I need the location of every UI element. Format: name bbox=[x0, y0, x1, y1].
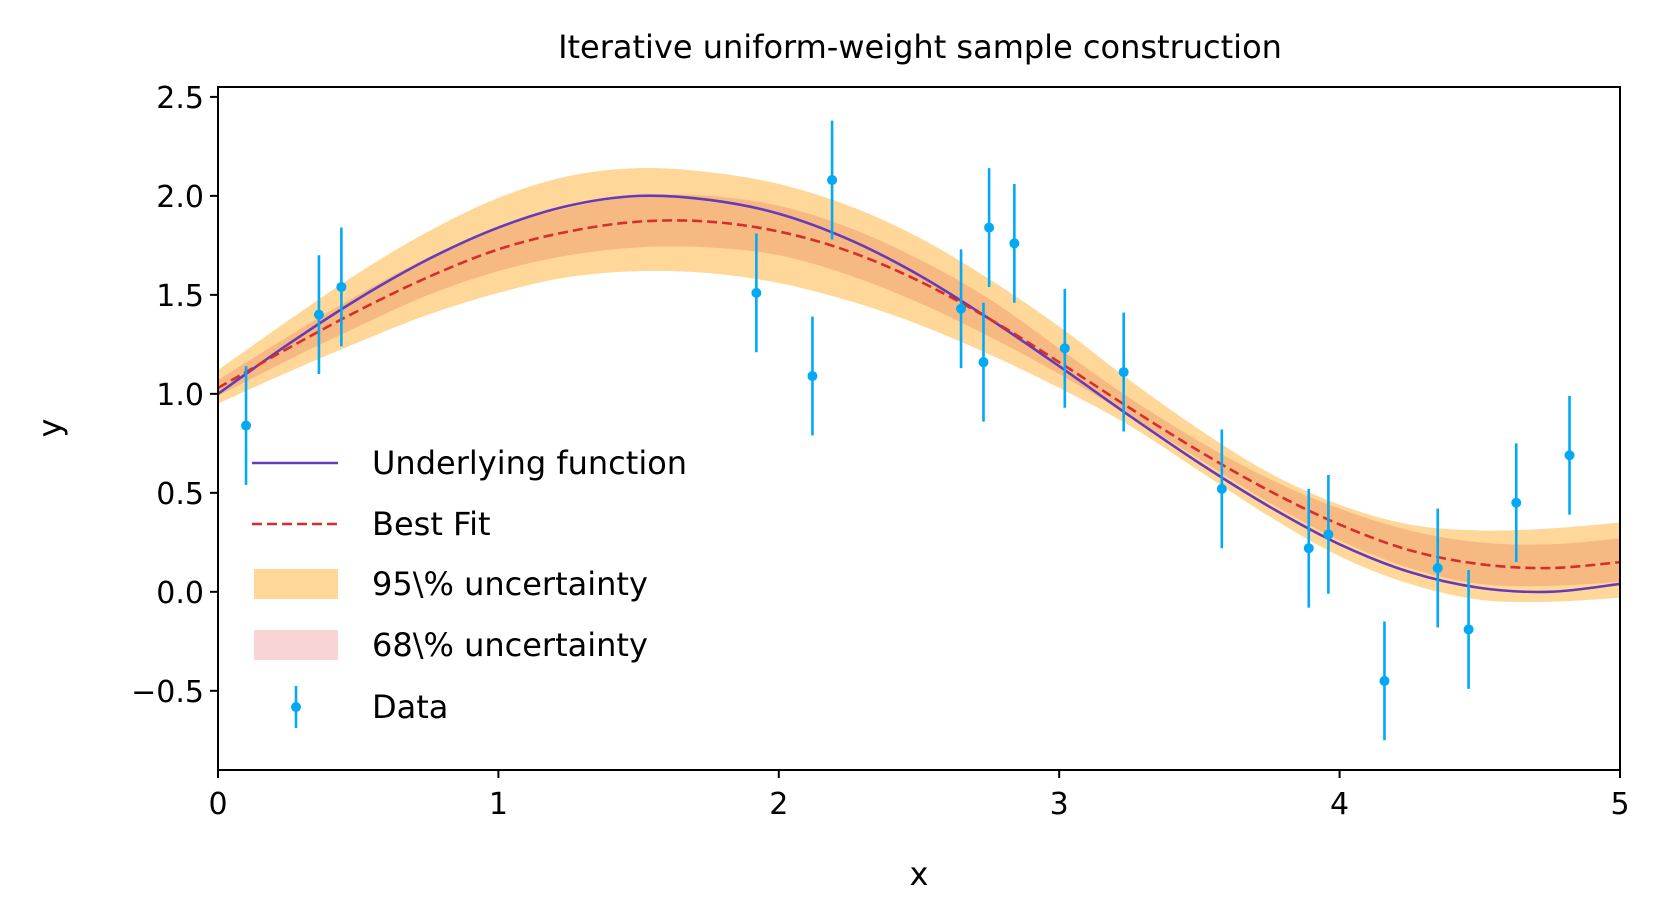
data-point bbox=[751, 233, 762, 353]
data-point bbox=[1118, 312, 1129, 432]
data-marker bbox=[1511, 497, 1522, 508]
data-point bbox=[1303, 488, 1314, 608]
data-point bbox=[984, 168, 995, 287]
underlying-function-line bbox=[218, 194, 1620, 594]
data-point bbox=[827, 120, 838, 240]
chart-title: Iterative uniform-weight sample construc… bbox=[558, 28, 1282, 66]
data-marker bbox=[1118, 367, 1129, 378]
legend-item: Data bbox=[291, 686, 448, 728]
legend: Underlying function Best Fit 95\% uncertai… bbox=[252, 444, 687, 728]
data-marker bbox=[313, 309, 324, 320]
x-tick-label: 3 bbox=[1050, 787, 1069, 822]
x-tick-label: 2 bbox=[769, 787, 788, 822]
data-point bbox=[1511, 443, 1522, 563]
data-point bbox=[336, 227, 347, 347]
data-marker bbox=[1009, 238, 1020, 249]
data-point bbox=[1463, 570, 1474, 689]
data-point bbox=[313, 255, 324, 375]
data-marker bbox=[1463, 624, 1474, 635]
data-point bbox=[1432, 508, 1443, 628]
y-tick-label: −0.5 bbox=[131, 675, 204, 710]
data-marker bbox=[1564, 450, 1575, 461]
data-marker bbox=[978, 357, 989, 368]
x-tick-label: 0 bbox=[208, 787, 227, 822]
data-point bbox=[241, 366, 252, 485]
data-marker bbox=[336, 281, 347, 292]
data-marker bbox=[827, 175, 838, 186]
data-marker bbox=[807, 371, 818, 382]
data-point bbox=[1564, 395, 1575, 515]
legend-label: Data bbox=[372, 688, 448, 726]
data-marker bbox=[1216, 483, 1227, 494]
data-marker bbox=[984, 222, 995, 233]
y-tick-label: 1.0 bbox=[156, 378, 204, 413]
y-tick-label: 2.5 bbox=[156, 81, 204, 116]
data-marker bbox=[1379, 675, 1390, 686]
data-point bbox=[978, 302, 989, 422]
data-point bbox=[1059, 288, 1070, 408]
x-tick-label: 4 bbox=[1330, 787, 1349, 822]
y-tick-label: 2.0 bbox=[156, 180, 204, 215]
y-axis: −0.5 0.0 0.5 1.0 1.5 2.0 2.5 bbox=[131, 81, 218, 710]
data-point bbox=[1379, 621, 1390, 741]
x-axis: 0 1 2 3 4 5 bbox=[208, 770, 1630, 822]
legend-swatch bbox=[254, 569, 338, 599]
y-axis-label: y bbox=[31, 419, 69, 438]
x-tick-label: 1 bbox=[489, 787, 508, 822]
data-point bbox=[1009, 184, 1020, 303]
band-68 bbox=[218, 194, 1620, 587]
data-marker bbox=[1432, 563, 1443, 574]
legend-label: Best Fit bbox=[372, 505, 491, 543]
data-point bbox=[807, 316, 818, 436]
y-tick-label: 0.5 bbox=[156, 477, 204, 512]
legend-label: 68\% uncertainty bbox=[372, 626, 648, 664]
x-tick-label: 5 bbox=[1610, 787, 1629, 822]
data-marker bbox=[751, 287, 762, 298]
data-marker bbox=[1323, 529, 1334, 540]
legend-swatch bbox=[254, 630, 338, 660]
x-axis-label: x bbox=[910, 855, 929, 893]
legend-item: Underlying function bbox=[252, 444, 687, 482]
data-marker bbox=[1059, 343, 1070, 354]
data-point bbox=[956, 249, 967, 369]
plot-area bbox=[218, 120, 1620, 741]
legend-marker bbox=[291, 702, 301, 712]
best-fit-line bbox=[218, 219, 1620, 570]
y-tick-label: 0.0 bbox=[156, 576, 204, 611]
legend-item: Best Fit bbox=[252, 505, 491, 543]
data-marker bbox=[1303, 543, 1314, 554]
y-tick-label: 1.5 bbox=[156, 279, 204, 314]
data-marker bbox=[956, 303, 967, 314]
legend-item: 95\% uncertainty bbox=[254, 565, 648, 603]
axes-frame bbox=[217, 86, 1621, 771]
data-point bbox=[1216, 429, 1227, 549]
legend-item: 68\% uncertainty bbox=[254, 626, 648, 664]
data-marker bbox=[241, 420, 252, 431]
legend-label: 95\% uncertainty bbox=[372, 565, 648, 603]
legend-label: Underlying function bbox=[372, 444, 687, 482]
data-point bbox=[1323, 475, 1334, 594]
